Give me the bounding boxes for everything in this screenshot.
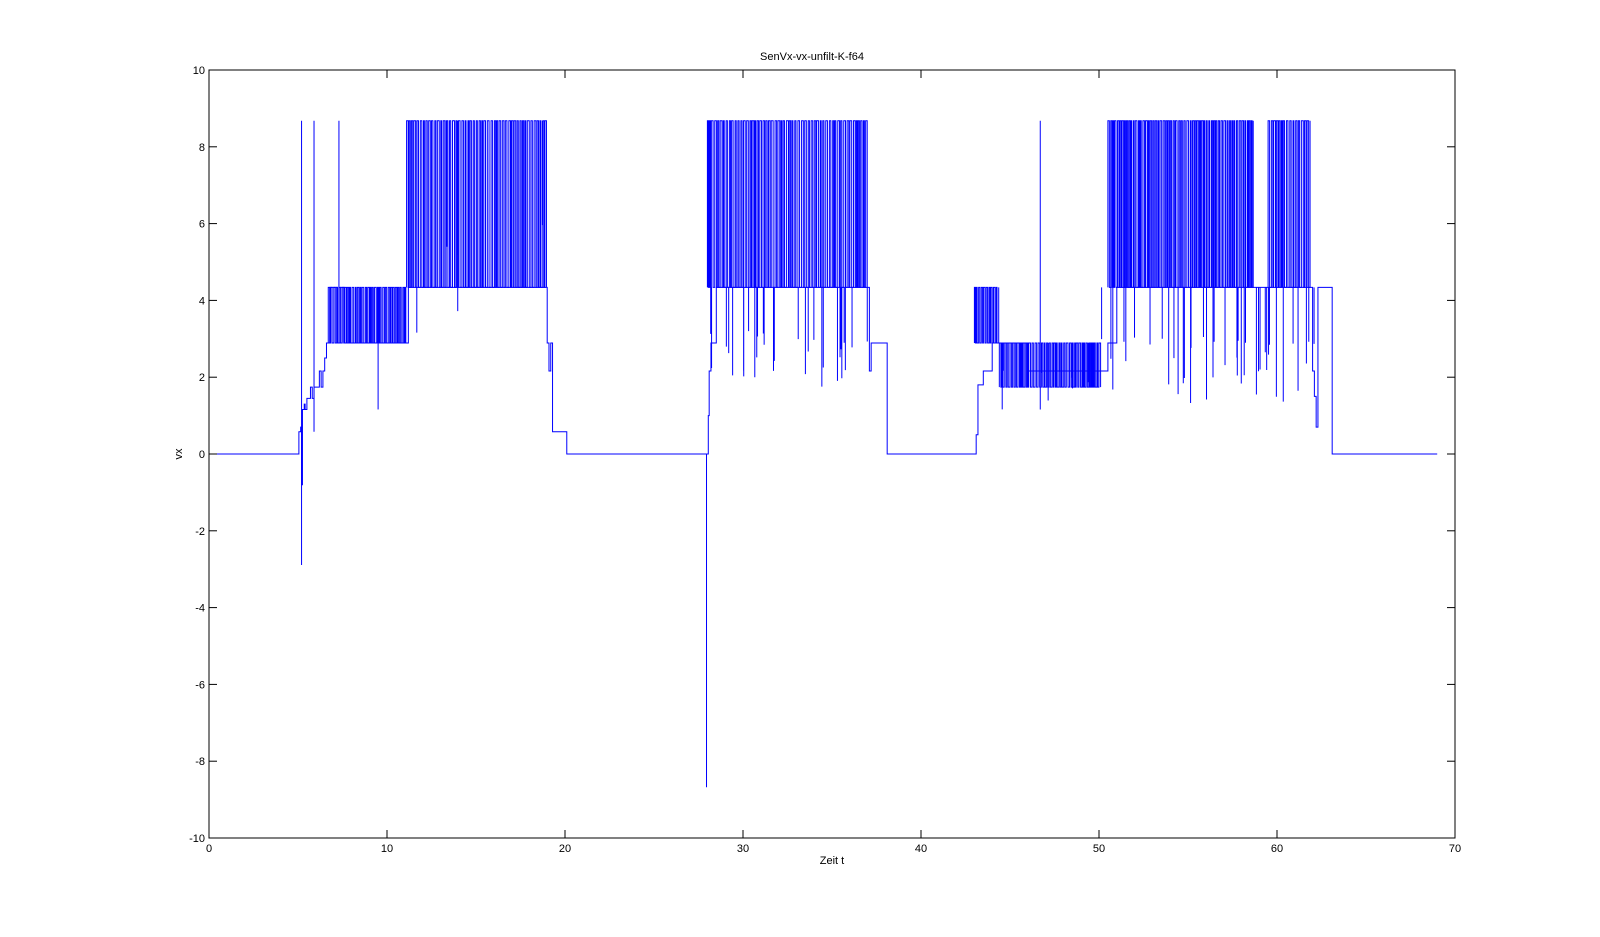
series-dips-1 — [1101, 287, 1315, 403]
x-tick-label: 10 — [381, 843, 393, 855]
x-tick-label: 0 — [206, 843, 212, 855]
x-tick-label: 40 — [915, 843, 927, 855]
series-burst-0 — [327, 286, 407, 344]
x-tick-label: 50 — [1093, 843, 1105, 855]
series-burst-6 — [1267, 120, 1311, 288]
y-tick-label: 0 — [199, 449, 205, 461]
series-burst-5 — [1107, 120, 1254, 288]
x-tick-label: 20 — [559, 843, 571, 855]
y-tick-label: 6 — [199, 219, 205, 231]
x-tick-label: 70 — [1449, 843, 1461, 855]
y-tick-label: -4 — [195, 603, 205, 615]
y-tick-label: 4 — [199, 295, 205, 307]
y-tick-label: -2 — [195, 526, 205, 538]
y-axis-label: vx — [173, 448, 185, 460]
y-tick-label: -6 — [195, 679, 205, 691]
y-tick-label: 8 — [199, 142, 205, 154]
series-dips-3 — [1001, 343, 1089, 410]
x-axis-label: Zeit t — [820, 855, 844, 867]
series-burst-1 — [406, 120, 547, 288]
series-dips-2 — [416, 120, 543, 333]
y-tick-label: 10 — [193, 65, 205, 77]
series-burst-4 — [998, 342, 1102, 388]
series-dips-0 — [710, 287, 868, 387]
data-layer — [209, 120, 1438, 788]
x-tick-label: 60 — [1271, 843, 1283, 855]
y-tick-label: -8 — [195, 756, 205, 768]
x-tick-label: 30 — [737, 843, 749, 855]
series-burst-3 — [973, 286, 1000, 344]
series-burst-2 — [706, 120, 868, 288]
chart-title: SenVx-vx-unfilt-K-f64 — [760, 51, 864, 63]
y-tick-label: -10 — [189, 833, 205, 845]
y-tick-label: 2 — [199, 372, 205, 384]
axis-ticks: 0 10 20 30 40 50 60 70 -10 -8 -6 -4 -2 0 2 4 6 8 10 — [189, 65, 1461, 855]
